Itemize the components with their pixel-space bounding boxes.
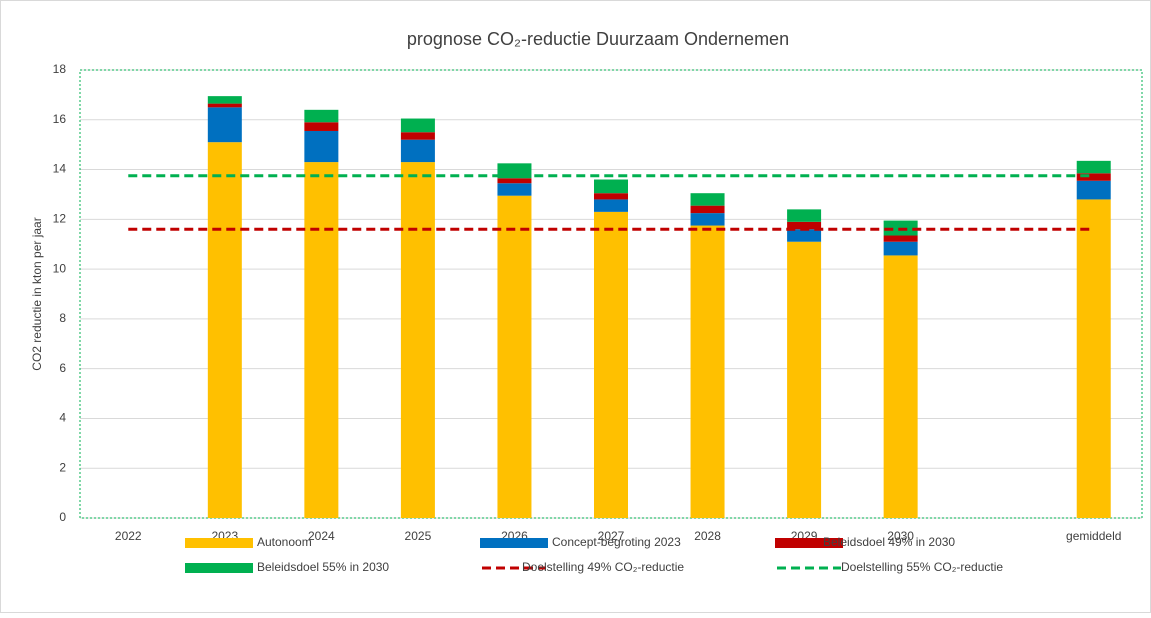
- legend-label: Autonoom: [257, 535, 312, 549]
- x-tick-label: 2022: [115, 529, 142, 543]
- legend-swatch: [480, 538, 548, 548]
- bar-segment: [400, 162, 435, 519]
- legend-label: Beleidsdoel 49% in 2030: [823, 535, 955, 549]
- bar-segment: [497, 183, 532, 196]
- y-tick-label: 4: [59, 411, 66, 425]
- bar-segment: [1076, 180, 1111, 200]
- legend-label: Doelstelling 55% CO₂-reductie: [841, 560, 1003, 574]
- bar-segment: [1076, 173, 1111, 181]
- bar-segment: [883, 235, 918, 242]
- bar-segment: [207, 96, 242, 104]
- y-tick-label: 18: [53, 62, 67, 76]
- bar-segment: [787, 241, 822, 518]
- y-tick-label: 14: [53, 162, 67, 176]
- bar-segment: [690, 213, 725, 226]
- y-tick-label: 0: [59, 510, 66, 524]
- y-tick-label: 12: [53, 212, 67, 226]
- legend-swatch: [775, 538, 843, 548]
- bar-segment: [690, 193, 725, 206]
- legend-label: Doelstelling 49% CO₂-reductie: [522, 560, 684, 574]
- legend-label: Beleidsdoel 55% in 2030: [257, 560, 389, 574]
- x-tick-label: 2025: [405, 529, 432, 543]
- bar-segment: [400, 132, 435, 140]
- bar-segment: [883, 255, 918, 518]
- x-tick-label: gemiddeld: [1066, 529, 1121, 543]
- bar-segment: [594, 199, 628, 212]
- x-tick-label: 2024: [308, 529, 335, 543]
- x-tick-label: 2027: [598, 529, 625, 543]
- bar-segment: [304, 130, 339, 163]
- bar-segment: [690, 225, 725, 519]
- y-axis-label: CO2 reductie in kton per jaar: [30, 217, 44, 370]
- y-tick-label: 16: [53, 112, 67, 126]
- bar-segment: [207, 142, 242, 518]
- bar-segment: [304, 162, 339, 519]
- bar-segment: [787, 229, 822, 242]
- y-tick-label: 2: [59, 460, 66, 474]
- bar-segment: [304, 122, 339, 131]
- y-tick-label: 10: [53, 261, 67, 275]
- y-tick-label: 6: [59, 361, 66, 375]
- bar-segment: [497, 195, 532, 518]
- bar-segment: [1076, 199, 1111, 518]
- bar-segment: [787, 209, 822, 222]
- y-tick-label: 8: [59, 311, 66, 325]
- legend-swatch: [185, 563, 253, 573]
- bar-segment: [400, 139, 435, 163]
- bar-segment: [207, 103, 242, 108]
- bar-segment: [594, 193, 628, 200]
- bar-segment: [400, 118, 435, 133]
- bar-segment: [883, 241, 918, 256]
- legend-swatch: [185, 538, 253, 548]
- chart-title: prognose CO₂-reductie Duurzaam Onderneme…: [407, 29, 789, 49]
- bar-segment: [594, 211, 628, 518]
- bar-segment: [787, 221, 822, 230]
- bar-segment: [207, 107, 242, 143]
- x-tick-label: 2030: [887, 529, 914, 543]
- bar-segment: [304, 109, 339, 123]
- x-tick-label: 2028: [694, 529, 721, 543]
- bar-segment: [594, 179, 628, 194]
- bar-segment: [497, 178, 532, 184]
- legend-label: Concept-begroting 2023: [552, 535, 681, 549]
- bar-segment: [1076, 160, 1111, 174]
- bar-segment: [690, 205, 725, 214]
